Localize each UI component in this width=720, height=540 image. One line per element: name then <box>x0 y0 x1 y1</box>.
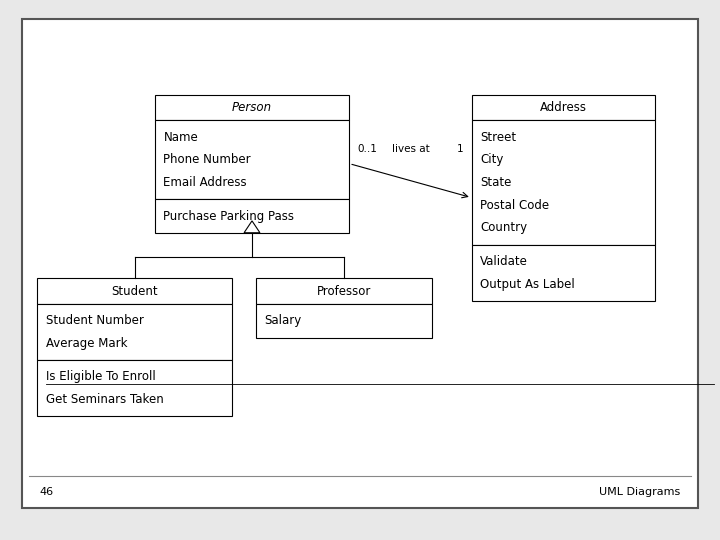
Text: State: State <box>480 176 512 189</box>
Text: Postal Code: Postal Code <box>480 199 549 212</box>
Bar <box>37 304 232 360</box>
Text: 1: 1 <box>456 144 463 153</box>
Bar <box>155 94 349 120</box>
Bar <box>155 199 349 233</box>
Text: UML Diagrams: UML Diagrams <box>599 488 680 497</box>
Text: Name: Name <box>163 131 198 144</box>
Bar <box>472 245 655 301</box>
Bar <box>37 360 232 416</box>
Text: Validate: Validate <box>480 255 528 268</box>
Text: Average Mark: Average Mark <box>46 337 127 350</box>
Text: Student: Student <box>112 285 158 298</box>
Polygon shape <box>244 221 260 233</box>
Text: Street: Street <box>480 131 516 144</box>
Text: Salary: Salary <box>264 314 302 327</box>
Text: Phone Number: Phone Number <box>163 153 251 166</box>
Text: 0..1: 0..1 <box>358 144 378 153</box>
Bar <box>472 94 655 120</box>
Text: Country: Country <box>480 221 527 234</box>
Text: Email Address: Email Address <box>163 176 247 189</box>
Bar <box>37 278 232 304</box>
Text: Person: Person <box>232 101 272 114</box>
Bar <box>155 120 349 199</box>
Text: Address: Address <box>540 101 587 114</box>
Text: 46: 46 <box>40 488 54 497</box>
Text: lives at: lives at <box>392 144 429 153</box>
Text: Get Seminars Taken: Get Seminars Taken <box>46 393 164 406</box>
Text: Purchase Parking Pass: Purchase Parking Pass <box>163 210 294 222</box>
Bar <box>472 120 655 245</box>
Bar <box>256 304 432 338</box>
Text: Is Eligible To Enroll: Is Eligible To Enroll <box>46 370 156 383</box>
Text: Student Number: Student Number <box>46 314 144 327</box>
Text: Professor: Professor <box>317 285 371 298</box>
Text: Output As Label: Output As Label <box>480 278 575 291</box>
Text: City: City <box>480 153 503 166</box>
Bar <box>256 278 432 304</box>
